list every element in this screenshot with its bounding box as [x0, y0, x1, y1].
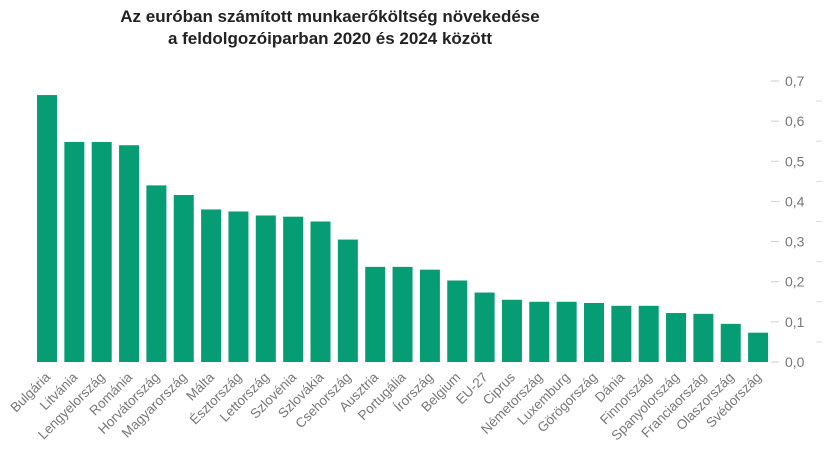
bar	[447, 280, 468, 362]
y-axis: 0,0 0,1 0,2 0,3 0,4 0,5 0,6 0,7	[771, 73, 822, 370]
bar	[228, 211, 249, 362]
bar	[365, 266, 386, 362]
bar	[611, 305, 632, 362]
bar	[119, 145, 140, 362]
bar	[310, 221, 331, 362]
bar	[720, 323, 741, 362]
bar	[748, 332, 769, 362]
bar	[91, 142, 112, 362]
bar	[37, 95, 57, 363]
y-tick-label: 0,1	[785, 314, 805, 330]
bar	[146, 185, 167, 362]
bar	[529, 301, 550, 362]
bar	[419, 269, 440, 362]
bar	[201, 209, 222, 362]
bar	[283, 216, 304, 362]
bar	[255, 215, 276, 362]
y-tick-label: 0,2	[785, 274, 805, 290]
bars-group	[37, 95, 769, 363]
chart-title: Az euróban számított munkaerőköltség növ…	[0, 6, 660, 50]
bar	[337, 239, 358, 362]
bar	[666, 313, 687, 362]
bar	[392, 266, 413, 362]
bar	[501, 299, 522, 362]
bar	[584, 302, 604, 362]
y-tick-label: 0,6	[785, 113, 805, 129]
bar	[474, 292, 495, 362]
y-tick-label: 0,0	[785, 354, 805, 370]
bar	[64, 142, 85, 362]
y-tick-label: 0,5	[785, 153, 805, 169]
chart-title-line-2: a feldolgozóiparban 2020 és 2024 között	[167, 29, 493, 48]
y-tick-label: 0,3	[785, 234, 805, 250]
bar	[173, 195, 194, 362]
bar	[556, 301, 577, 362]
x-axis-labels: BulgáriaLitvániaLengyelországRomániaHorv…	[7, 369, 764, 443]
bar	[638, 305, 659, 362]
y-tick-label: 0,7	[785, 73, 805, 89]
bar	[693, 313, 714, 362]
y-tick-label: 0,4	[785, 193, 805, 209]
chart-title-line-1: Az euróban számított munkaerőköltség növ…	[120, 7, 540, 26]
